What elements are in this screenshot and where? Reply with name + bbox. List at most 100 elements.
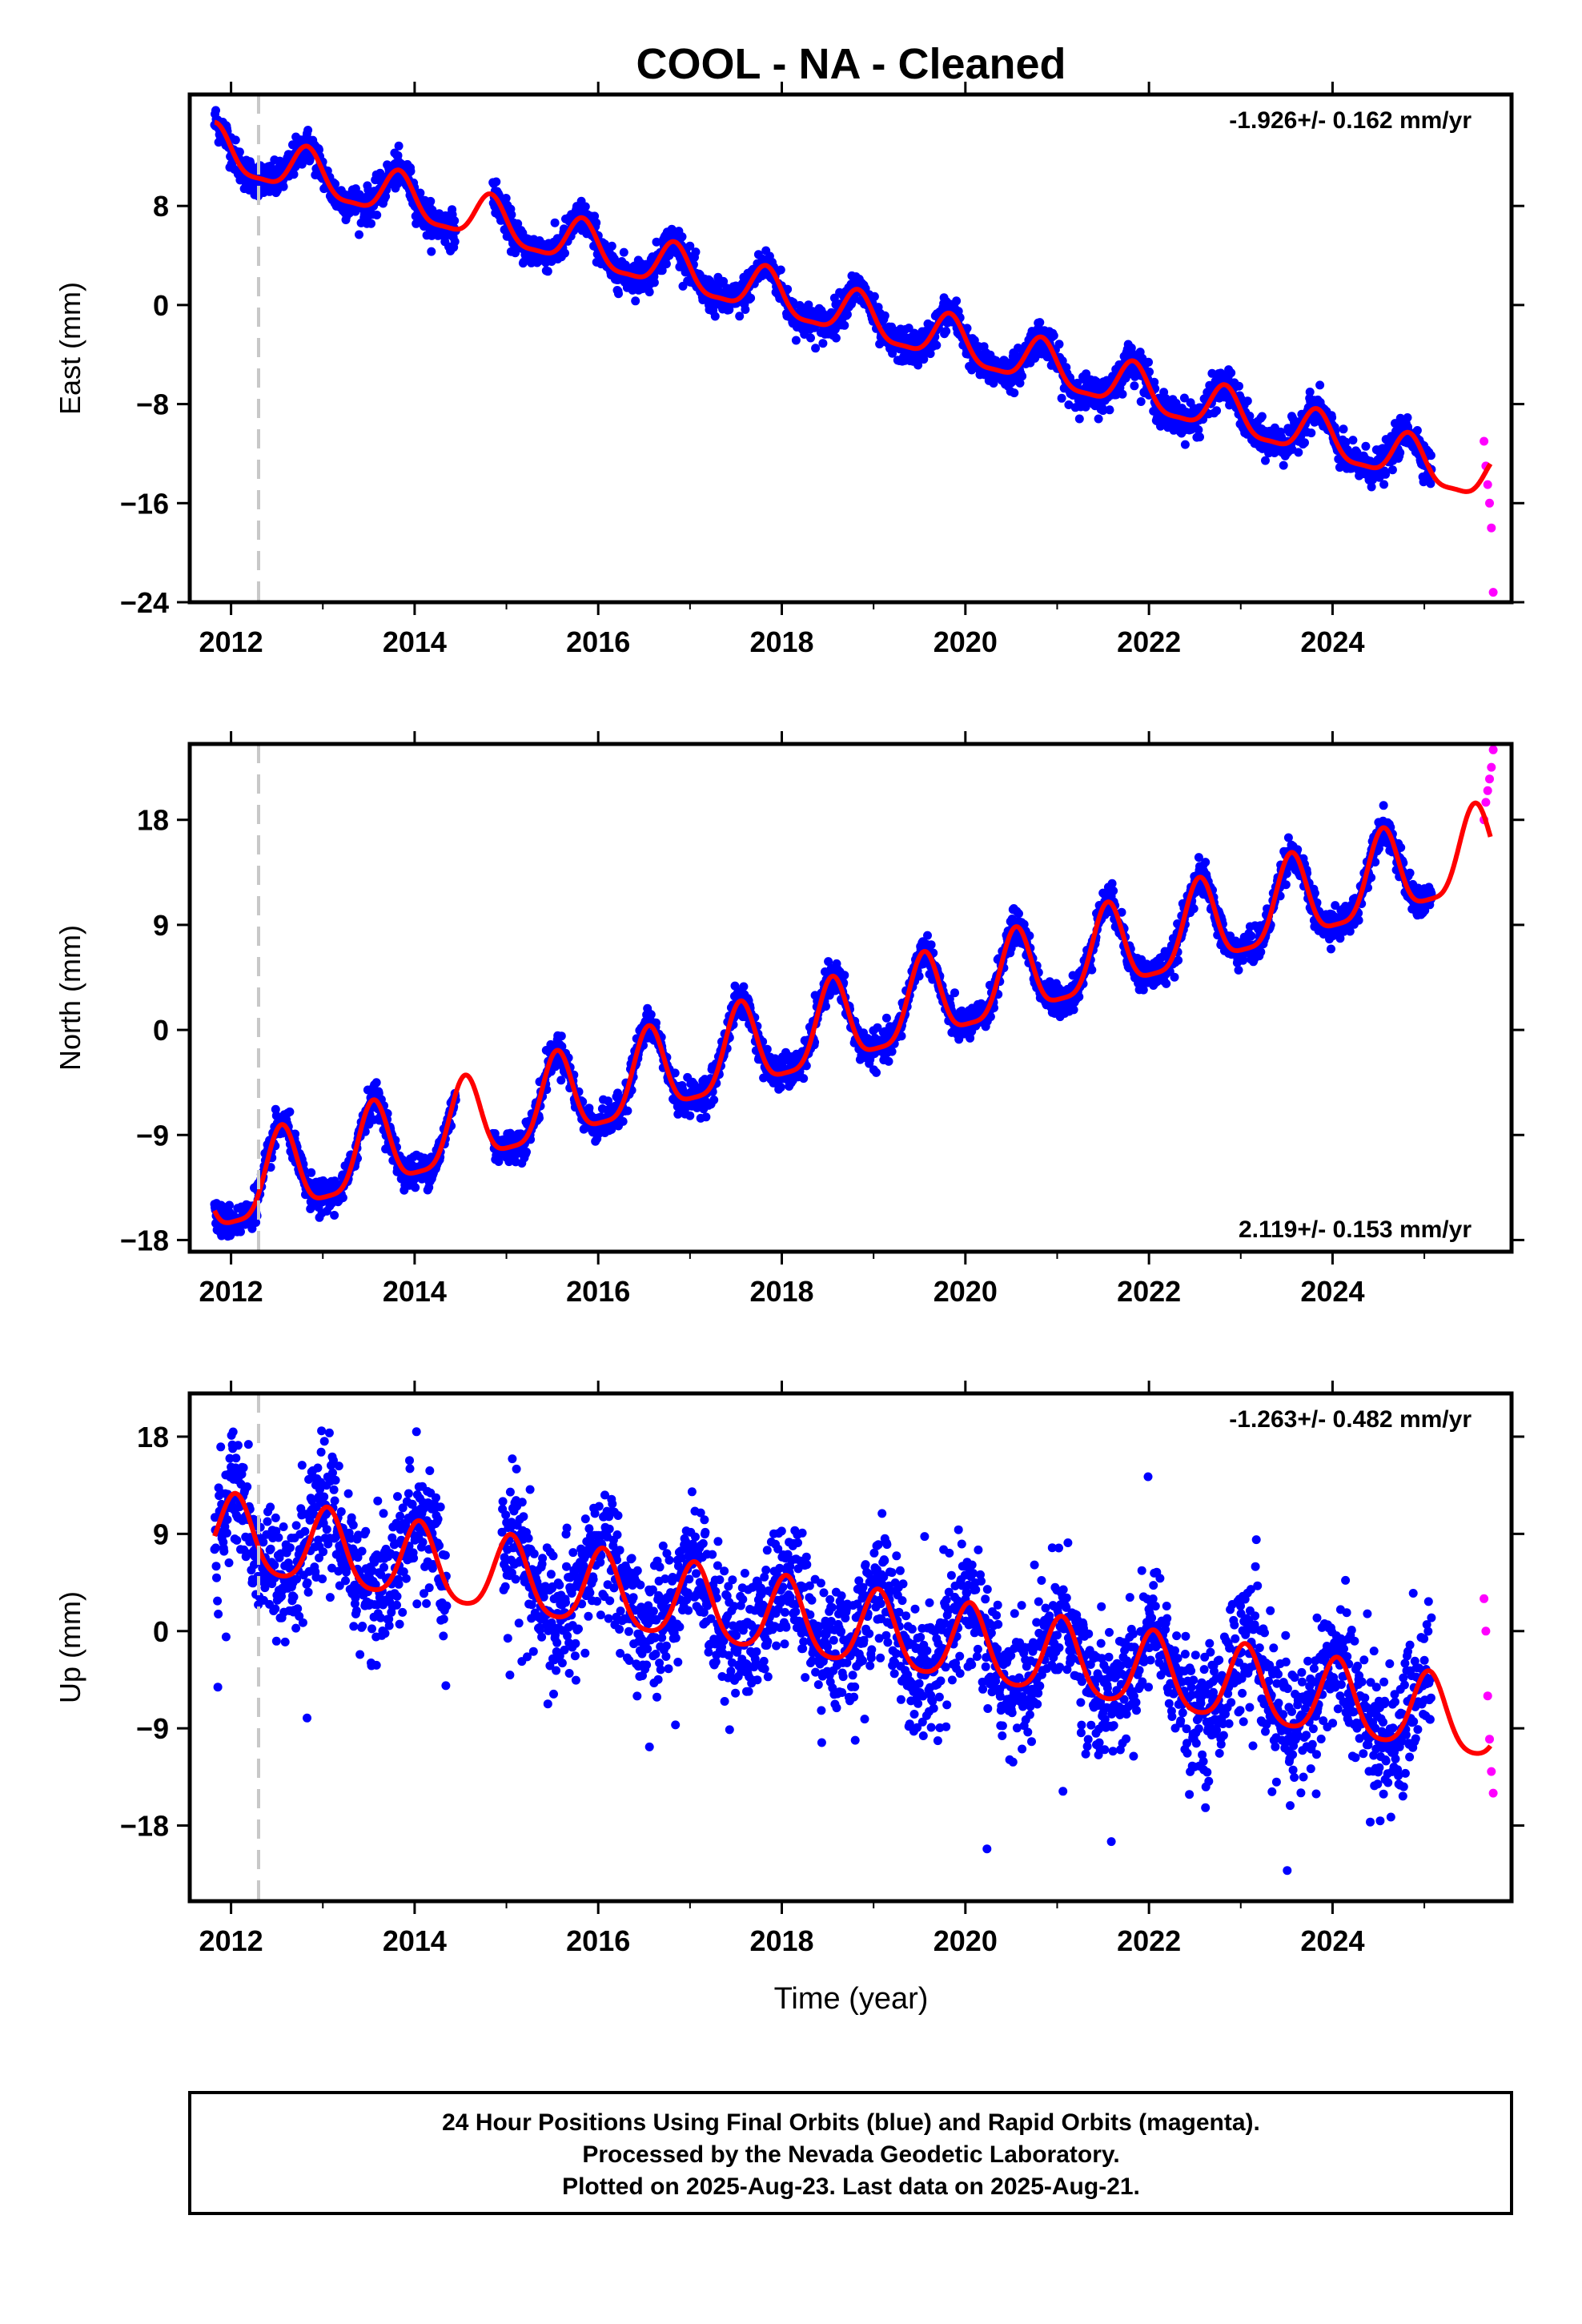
final-orbit-point [367, 219, 375, 228]
final-orbit-point [926, 349, 935, 359]
final-orbit-point [1094, 414, 1103, 424]
final-orbit-point [1082, 369, 1091, 379]
plot-area [210, 106, 1498, 597]
final-orbit-point [556, 1076, 566, 1085]
final-orbit-point [330, 1211, 339, 1220]
final-orbit-point [799, 1074, 809, 1084]
final-orbit-point [1245, 412, 1255, 420]
final-orbit-point [644, 287, 654, 297]
final-orbit-point [450, 237, 460, 247]
final-orbit-point [806, 333, 815, 343]
final-orbit-point [685, 241, 695, 251]
final-orbit-point [1118, 389, 1127, 399]
final-orbit-point [623, 1106, 632, 1116]
final-orbit-point [315, 145, 323, 155]
final-orbit-point [1315, 380, 1325, 390]
final-orbit-point [1426, 479, 1435, 489]
final-orbit-point [881, 1013, 891, 1023]
final-orbit-point [741, 305, 750, 314]
final-orbit-point [371, 1078, 381, 1088]
final-orbit-point [494, 1157, 504, 1166]
final-orbit-point [1395, 448, 1405, 457]
final-orbit-point [1171, 399, 1181, 408]
final-orbit-point [880, 311, 889, 320]
x-tick-label: 2022 [1117, 625, 1181, 658]
final-orbit-point [657, 266, 667, 275]
final-orbit-point [1341, 437, 1351, 447]
final-orbit-point [211, 106, 220, 115]
final-orbit-point [1145, 367, 1154, 376]
final-orbit-point [1300, 438, 1309, 448]
x-tick-label: 2020 [934, 625, 998, 658]
final-orbit-point [1014, 909, 1023, 919]
final-orbit-point [1098, 406, 1108, 416]
x-tick-label: 2016 [566, 625, 630, 658]
final-orbit-point [1212, 406, 1222, 416]
final-orbit-point [670, 1068, 680, 1078]
final-orbit-point [492, 177, 501, 187]
final-orbit-point [619, 247, 628, 257]
final-orbit-point [1261, 456, 1270, 465]
final-orbit-point [783, 284, 793, 294]
final-orbit-point [926, 940, 936, 950]
final-orbit-point [1064, 400, 1074, 409]
final-orbit-point [1015, 378, 1025, 388]
final-orbit-point [1035, 318, 1045, 328]
final-orbit-point [338, 1193, 347, 1203]
final-orbit-point [618, 1116, 628, 1126]
rate-label: -1.926+/- 0.162 mm/yr [1229, 107, 1472, 134]
y-tick-label: 8 [153, 190, 169, 223]
final-orbit-point [307, 1168, 316, 1177]
final-orbit-point [427, 247, 436, 256]
final-orbit-point [1227, 368, 1236, 378]
final-orbit-point [1179, 393, 1189, 403]
final-orbit-point [872, 1068, 881, 1077]
final-orbit-point [1130, 381, 1139, 391]
final-orbit-point [701, 1112, 711, 1122]
final-orbit-point [709, 1096, 719, 1104]
final-orbit-point [501, 194, 511, 203]
y-tick-label: −8 [136, 388, 169, 421]
final-orbit-point [1305, 388, 1315, 396]
final-orbit-point [331, 179, 340, 189]
final-orbit-point [1243, 396, 1252, 406]
x-tick-label: 2014 [383, 625, 447, 658]
final-orbit-point [1087, 965, 1097, 975]
final-orbit-point [869, 292, 879, 301]
y-tick-label: −24 [120, 586, 169, 619]
final-orbit-point [580, 202, 590, 211]
final-orbit-point [522, 1148, 531, 1156]
final-orbit-point [303, 126, 313, 135]
final-orbit-point [592, 218, 601, 227]
final-orbit-point [1348, 436, 1358, 445]
final-orbit-point [842, 310, 852, 320]
x-tick-label: 2012 [199, 625, 263, 658]
final-orbit-point [952, 296, 962, 306]
final-orbit-point [394, 141, 404, 151]
final-orbit-point [543, 267, 552, 276]
final-orbit-point [649, 278, 659, 287]
final-orbit-point [1105, 405, 1114, 415]
final-orbit-point [1194, 425, 1203, 435]
final-orbit-point [607, 241, 616, 251]
final-orbit-point [235, 147, 244, 157]
final-orbit-point [1144, 357, 1153, 367]
final-orbit-point [285, 1107, 295, 1116]
final-orbit-point [1412, 426, 1422, 435]
final-orbit-point [932, 340, 942, 350]
model-line [214, 119, 1493, 494]
final-orbit-point [1074, 414, 1084, 424]
final-orbit-point [739, 982, 749, 991]
final-orbit-point [406, 167, 416, 176]
final-orbit-point [411, 1183, 420, 1192]
final-orbit-point [584, 1104, 594, 1113]
final-orbit-point [1069, 1005, 1078, 1015]
final-orbit-point [804, 300, 813, 310]
final-orbit-point [725, 305, 734, 315]
final-orbit-point [1058, 356, 1067, 366]
final-orbit-point [1379, 480, 1389, 489]
final-orbit-point [776, 1083, 785, 1092]
final-orbit-point [1361, 441, 1371, 451]
final-orbit-point [1136, 397, 1146, 406]
